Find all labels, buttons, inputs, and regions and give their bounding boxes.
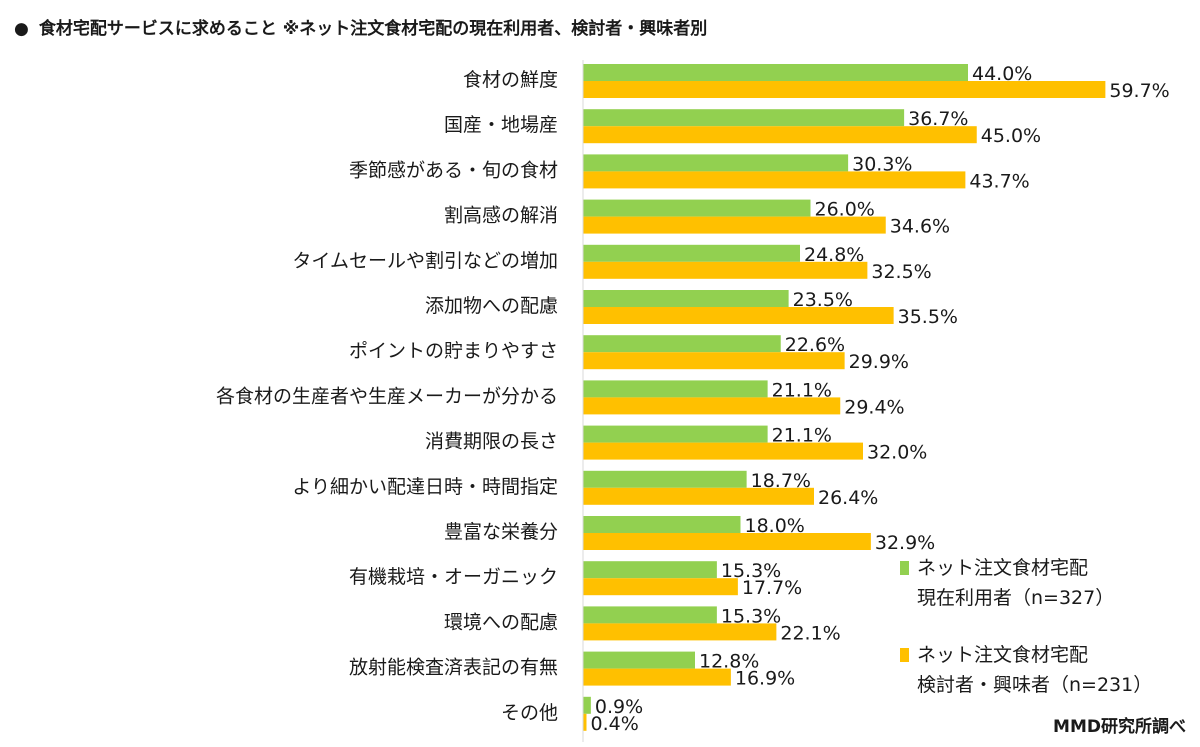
value-label-current-users: 24.8% [804, 244, 864, 266]
legend-series1: ネット注文食材宅配 現在利用者（n=327） [900, 553, 1114, 614]
category-label: 消費期限の長さ [425, 431, 558, 453]
legend-series2: ネット注文食材宅配 検討者・興味者（n=231） [900, 640, 1152, 701]
bar-current-users [583, 561, 717, 579]
source-credit: MMD研究所調べ [1053, 717, 1186, 737]
legend-swatch-orange [900, 648, 909, 663]
category-label: 食材の鮮度 [463, 69, 558, 91]
bar-current-users [583, 109, 905, 127]
bar-prospects [583, 487, 814, 505]
bar-prospects [583, 216, 886, 234]
value-label-current-users: 22.6% [785, 334, 845, 356]
value-label-current-users: 21.1% [772, 379, 832, 401]
bar-prospects [583, 442, 863, 460]
value-label-current-users: 18.0% [745, 515, 805, 537]
bar-prospects [583, 623, 777, 641]
bar-current-users [583, 64, 968, 81]
category-label: より細かい配達日時・時間指定 [292, 476, 558, 498]
bar-current-users [583, 651, 695, 669]
legend-series2-line2: 検討者・興味者（n=231） [917, 674, 1153, 697]
value-label-prospects: 59.7% [1109, 80, 1169, 102]
category-label: 環境への配慮 [444, 611, 558, 633]
legend-swatch-green [900, 561, 909, 576]
bar-current-users [583, 696, 591, 714]
bar-current-users [583, 470, 747, 488]
bar-prospects [583, 397, 841, 415]
value-label-current-users: 18.7% [751, 470, 811, 492]
value-label-current-users: 15.3% [721, 560, 781, 582]
bar-prospects [583, 352, 845, 370]
value-label-prospects: 29.9% [849, 351, 909, 373]
category-label: 添加物への配慮 [425, 295, 558, 317]
value-label-prospects: 43.7% [969, 170, 1029, 192]
value-label-prospects: 17.7% [742, 577, 802, 599]
value-label-prospects: 16.9% [735, 668, 795, 690]
bar-current-users [583, 199, 811, 217]
legend-series2-line1: ネット注文食材宅配 [917, 644, 1089, 666]
category-label: 国産・地場産 [444, 114, 558, 136]
value-label-current-users: 15.3% [721, 605, 781, 627]
category-label: ポイントの貯まりやすさ [349, 340, 558, 362]
bar-current-users [583, 606, 717, 624]
bar-prospects [583, 307, 894, 324]
value-label-prospects: 35.5% [898, 306, 958, 328]
value-label-current-users: 12.8% [699, 651, 759, 673]
value-label-current-users: 21.1% [772, 425, 832, 447]
bar-current-users [583, 290, 789, 307]
value-label-prospects: 0.4% [591, 713, 639, 735]
title-bullet: ● [14, 19, 29, 39]
category-label: タイムセールや割引などの増加 [292, 250, 558, 272]
category-label: 割高感の解消 [444, 205, 558, 227]
value-label-current-users: 0.9% [595, 696, 643, 718]
category-label: 各食材の生産者や生産メーカーが分かる [216, 385, 558, 407]
bar-current-users [583, 380, 768, 398]
chart-title: ● 食材宅配サービスに求めること ※ネット注文食材宅配の現在利用者、検討者・興味者… [14, 14, 707, 39]
bar-prospects [583, 578, 738, 596]
value-label-prospects: 45.0% [981, 125, 1041, 147]
title-text: 食材宅配サービスに求めること ※ネット注文食材宅配の現在利用者、検討者・興味者別 [38, 19, 708, 39]
bar-prospects [583, 713, 587, 731]
bar-prospects [583, 668, 731, 686]
category-label: 有機栽培・オーガニック [349, 566, 558, 588]
value-label-current-users: 26.0% [815, 199, 875, 221]
value-label-current-users: 44.0% [972, 63, 1032, 85]
value-label-prospects: 22.1% [780, 622, 840, 644]
bar-current-users [583, 425, 768, 443]
value-label-prospects: 29.4% [844, 396, 904, 418]
bar-current-users [583, 335, 781, 353]
value-label-prospects: 26.4% [818, 487, 878, 509]
category-label: 豊富な栄養分 [444, 521, 558, 543]
bar-current-users [583, 516, 741, 533]
category-label: その他 [501, 702, 558, 724]
value-label-current-users: 30.3% [852, 153, 912, 175]
bar-prospects [583, 261, 868, 279]
value-label-current-users: 36.7% [908, 108, 968, 130]
value-label-current-users: 23.5% [793, 289, 853, 311]
legend-series1-line2: 現在利用者（n=327） [917, 587, 1115, 610]
value-label-prospects: 32.5% [871, 261, 931, 283]
value-label-prospects: 32.0% [867, 442, 927, 464]
bar-prospects [583, 171, 966, 189]
category-label: 季節感がある・旬の食材 [349, 159, 558, 181]
bar-prospects [583, 126, 977, 144]
bar-prospects [583, 533, 871, 550]
value-label-prospects: 32.9% [875, 532, 935, 554]
bar-current-users [583, 244, 800, 262]
legend-series1-line1: ネット注文食材宅配 [917, 557, 1089, 579]
bar-current-users [583, 154, 849, 172]
bar-prospects [583, 81, 1106, 98]
category-label: 放射能検査済表記の有無 [349, 657, 558, 679]
value-label-prospects: 34.6% [890, 216, 950, 238]
